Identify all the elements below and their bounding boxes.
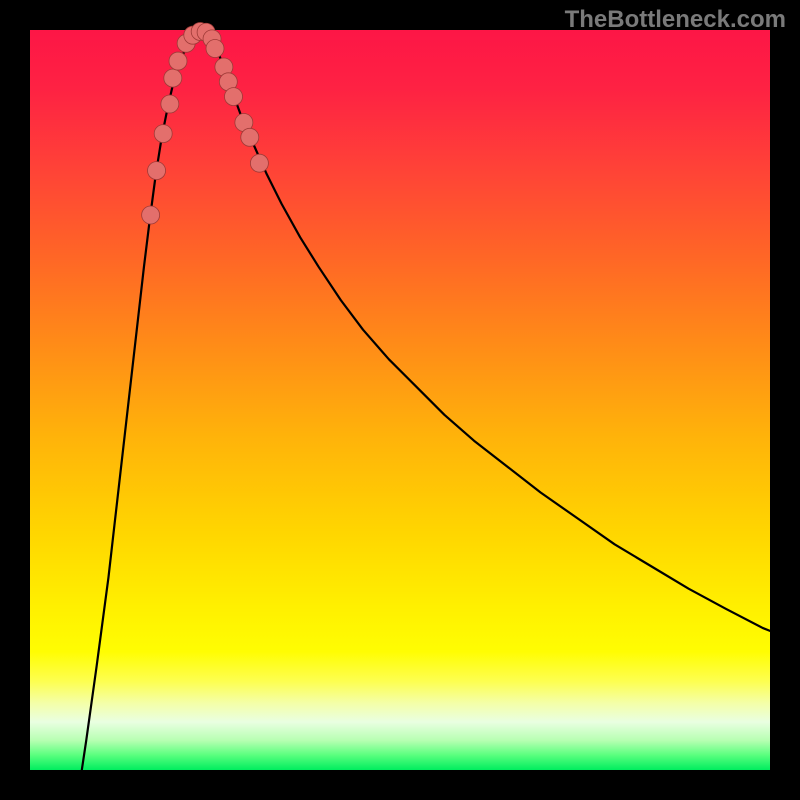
data-marker (250, 154, 268, 172)
data-marker (148, 162, 166, 180)
data-marker (164, 69, 182, 87)
data-marker (161, 95, 179, 113)
chart-frame: TheBottleneck.com (0, 0, 800, 800)
bottleneck-chart (0, 0, 800, 800)
plot-background-gradient (30, 30, 770, 770)
watermark-text: TheBottleneck.com (565, 6, 786, 34)
data-marker (142, 206, 160, 224)
data-marker (154, 125, 172, 143)
data-marker (169, 52, 187, 70)
data-marker (225, 88, 243, 106)
data-marker (241, 128, 259, 146)
data-marker (206, 40, 224, 58)
